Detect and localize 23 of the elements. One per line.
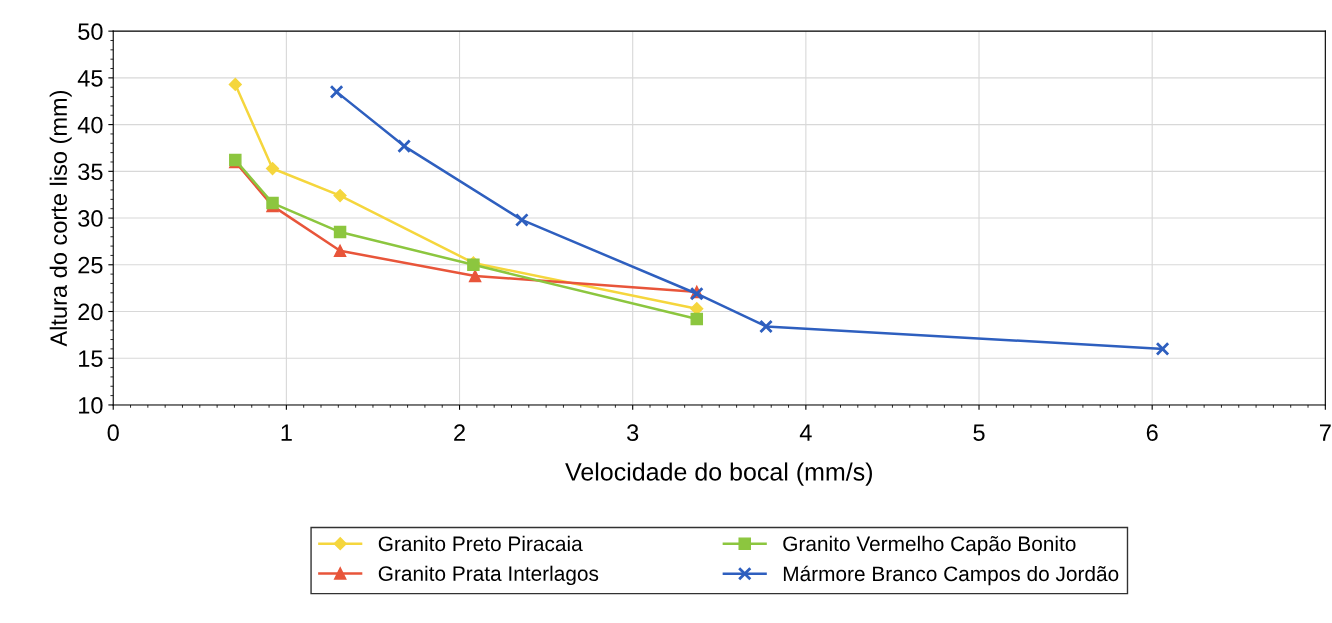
x-tick-label: 0 [107,424,119,442]
x-tick-label: 2 [454,424,465,441]
y-tick-label: 20 [78,303,103,321]
y-tick-label: 25 [78,256,103,274]
legend-label: Granito Vermelho Capão Bonito [783,535,1076,556]
x-tick-label: 1 [281,424,292,441]
legend-label: Granito Preto Piracaia [378,535,583,552]
x-tick-label: 6 [1146,424,1158,442]
y-tick-label: 50 [78,23,103,40]
legend-label: Granito Prata Interlagos [378,565,599,586]
x-tick-label: 5 [973,424,985,442]
x-axis-title: Velocidade do bocal (mm/s) [565,462,872,486]
x-tick-label: 7 [1319,424,1331,441]
y-axis-title: Altura do corte liso (mm) [49,90,72,347]
y-tick-label: 40 [77,116,103,134]
y-tick-label: 15 [79,350,103,368]
x-tick-label: 3 [627,424,639,442]
y-tick-label: 35 [78,163,103,181]
y-tick-label: 10 [79,397,103,414]
legend-label: Mármore Branco Campos do Jordão [783,565,1119,586]
x-tick-label: 4 [799,424,812,441]
y-tick-label: 30 [78,210,103,227]
y-tick-label: 45 [77,70,103,87]
